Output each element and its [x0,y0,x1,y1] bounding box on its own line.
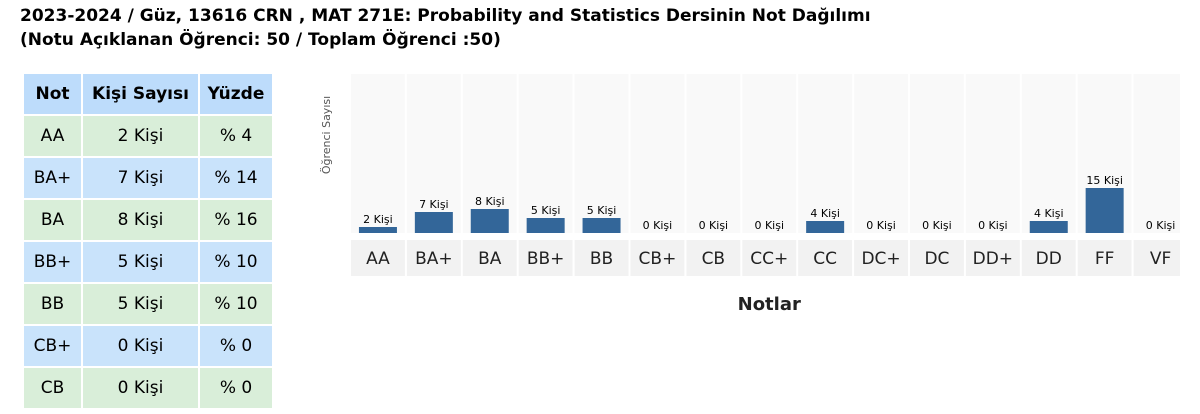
bar-BB+ [526,218,565,233]
tick-label-DC: DC [924,249,949,269]
tick-label-CB: CB [702,249,726,269]
cell-grade: BA+ [23,157,82,199]
tick-label-CC: CC [813,249,837,269]
tick-label-DD: DD [1036,249,1062,269]
header-percent: Yüzde [199,73,273,115]
cell-count: 2 Kişi [82,115,199,157]
tick-cell [742,240,797,276]
table-row: BB+ 5 Kişi% 10 [23,241,273,283]
bar-BA+ [414,212,453,233]
table-row: BB 5 Kişi% 10 [23,283,273,325]
data-label-CB+: 0 Kişi [643,219,673,232]
tick-cell [351,240,405,276]
data-label-BB+: 5 Kişi [531,204,561,217]
tick-cell [1133,240,1180,276]
cell-count: 0 Kişi [82,367,199,409]
data-label-BB: 5 Kişi [587,204,617,217]
data-label-DD: 4 Kişi [1034,207,1064,220]
tick-cell [686,240,741,276]
cell-grade: AA [23,115,82,157]
bar-CC [806,221,845,233]
tick-cell [854,240,908,276]
data-label-CC: 4 Kişi [810,207,840,220]
grade-bar-chart: Öğrenci Sayısı 2 Kişi AA 7 Kişi BA+ 8 Kişi BA 5… [320,74,1180,315]
tick-label-FF: FF [1095,249,1115,269]
data-label-CC+: 0 Kişi [754,219,784,232]
plot-area [350,74,1180,233]
tick-label-DD+: DD+ [973,249,1013,269]
tick-cell [798,240,853,276]
cell-count: 8 Kişi [82,199,199,241]
x-axis-label: Notlar [738,294,801,315]
tick-cell [518,240,573,276]
cell-percent: % 10 [199,283,273,325]
tick-cell [462,240,517,276]
bar-DD [1029,221,1068,233]
table-row: BA 8 Kişi% 16 [23,199,273,241]
tick-label-CC+: CC+ [750,249,788,269]
tick-label-VF: VF [1150,249,1171,269]
title-line-2: (Notu Açıklanan Öğrenci: 50 / Toplam Öğr… [20,30,501,50]
data-label-DC: 0 Kişi [922,219,952,232]
tick-label-BA+: BA+ [415,249,453,269]
header-grade: Not [23,73,82,115]
cell-percent: % 14 [199,157,273,199]
data-label-AA: 2 Kişi [363,213,393,226]
cell-percent: % 16 [199,199,273,241]
data-label-DC+: 0 Kişi [866,219,896,232]
grade-distribution-table: Not Kişi Sayısı Yüzde AA 2 Kişi% 4 BA+ 7 Ki… [23,73,273,409]
table-row: CB+ 0 Kişi% 0 [23,325,273,367]
cell-percent: % 4 [199,115,273,157]
table-row: AA 2 Kişi% 4 [23,115,273,157]
cell-percent: % 0 [199,367,273,409]
cell-grade: CB [23,367,82,409]
bar-BB [582,218,621,233]
page-title: 2023-2024 / Güz, 13616 CRN , MAT 271E: P… [20,4,871,52]
tick-label-BB: BB [590,249,613,269]
title-line-1: 2023-2024 / Güz, 13616 CRN , MAT 271E: P… [20,6,871,26]
cell-count: 5 Kişi [82,241,199,283]
data-label-VF: 0 Kişi [1146,219,1176,232]
tick-cell [910,240,964,276]
y-axis-label: Öğrenci Sayısı [320,96,333,174]
cell-count: 5 Kişi [82,283,199,325]
data-label-CB: 0 Kişi [699,219,729,232]
cell-grade: BB+ [23,241,82,283]
bar-AA [358,227,397,233]
tick-cell [965,240,1020,276]
cell-grade: CB+ [23,325,82,367]
header-count: Kişi Sayısı [82,73,199,115]
tick-cell [406,240,461,276]
data-label-BA: 8 Kişi [475,195,505,208]
data-label-BA+: 7 Kişi [419,198,449,211]
data-label-DD+: 0 Kişi [978,219,1008,232]
cell-percent: % 0 [199,325,273,367]
tick-label-BA: BA [478,249,502,269]
tick-cell [630,240,685,276]
table-row: BA+ 7 Kişi% 14 [23,157,273,199]
tick-label-CB+: CB+ [639,249,677,269]
bar-BA [470,209,509,233]
tick-cell [574,240,629,276]
table-header-row: Not Kişi Sayısı Yüzde [23,73,273,115]
cell-percent: % 10 [199,241,273,283]
tick-label-AA: AA [366,249,390,269]
cell-grade: BB [23,283,82,325]
table-row: CB 0 Kişi% 0 [23,367,273,409]
tick-cell [1021,240,1076,276]
cell-count: 0 Kişi [82,325,199,367]
bar-FF [1085,188,1124,233]
tick-cell [1077,240,1132,276]
data-label-FF: 15 Kişi [1086,174,1123,187]
tick-label-BB+: BB+ [527,249,565,269]
cell-grade: BA [23,199,82,241]
tick-label-DC+: DC+ [861,249,900,269]
cell-count: 7 Kişi [82,157,199,199]
